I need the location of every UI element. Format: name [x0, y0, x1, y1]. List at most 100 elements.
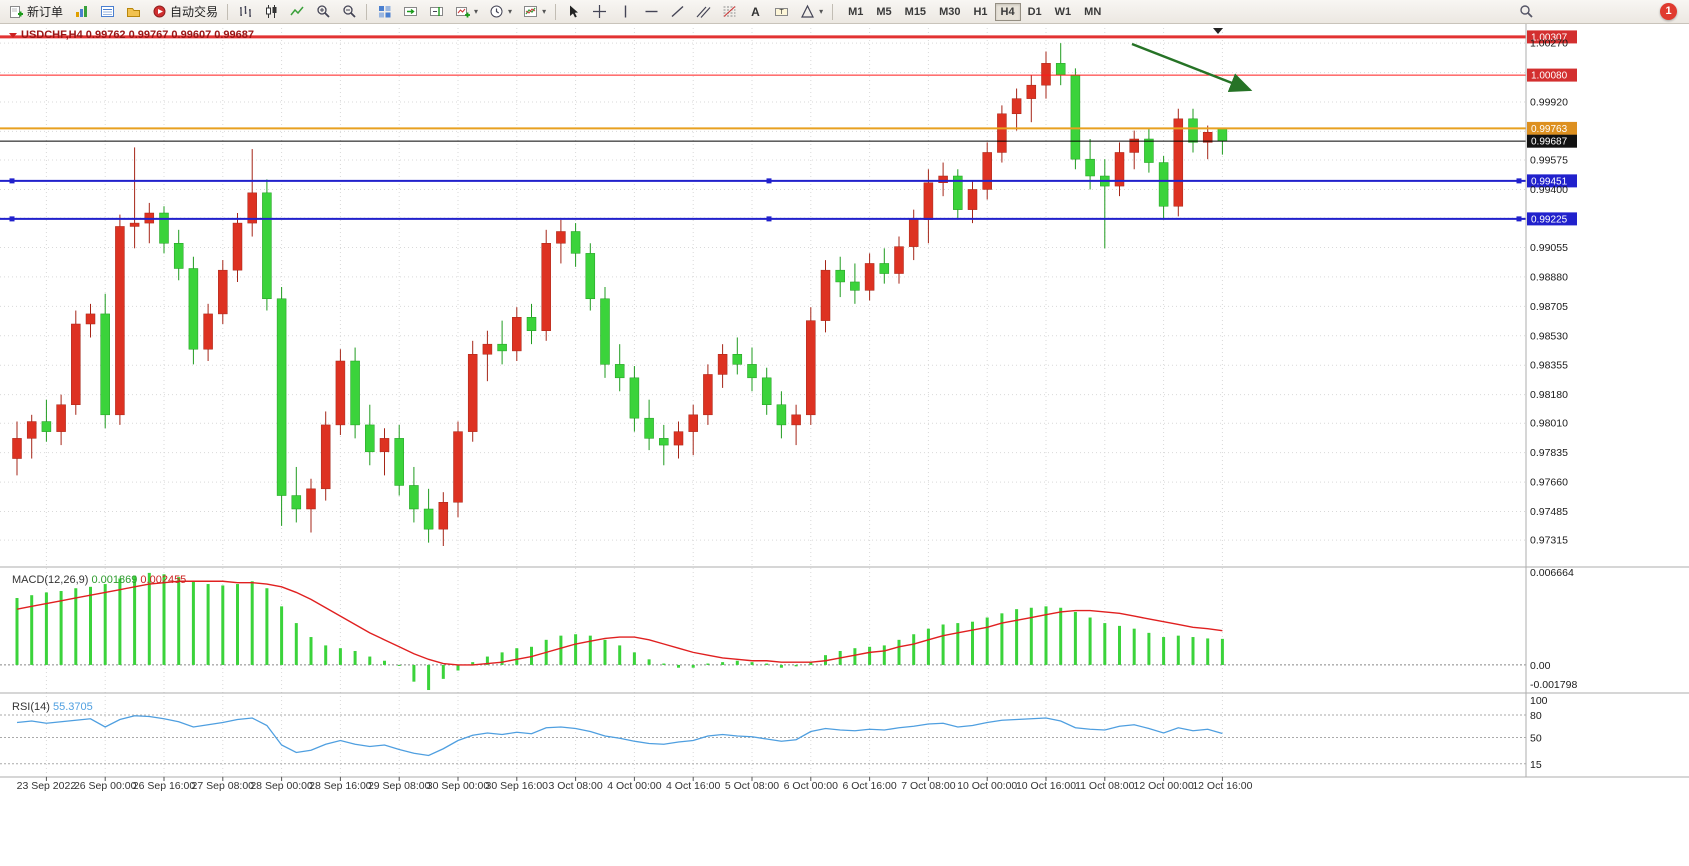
periods-button[interactable]: ▾: [484, 2, 516, 22]
svg-text:6 Oct 16:00: 6 Oct 16:00: [842, 780, 896, 792]
svg-text:30 Sep 00:00: 30 Sep 00:00: [427, 780, 490, 792]
toolbar-separator: [555, 3, 557, 20]
text-label-icon: T: [773, 4, 789, 20]
svg-text:12 Oct 16:00: 12 Oct 16:00: [1192, 780, 1252, 792]
price-badge-0.99763: 0.99763: [1527, 121, 1577, 135]
hline-0.99225[interactable]: [0, 216, 1526, 222]
new-chart-icon: [454, 4, 470, 20]
indicators-icon: [522, 4, 538, 20]
data-window-button[interactable]: [95, 2, 119, 22]
svg-text:7 Oct 08:00: 7 Oct 08:00: [901, 780, 955, 792]
data-window-icon: [99, 4, 115, 20]
chart-canvas[interactable]: 1.00307 1.00080 0.99763 0.99687 0.99451 0.992…: [0, 24, 1689, 861]
crosshair-tool-button[interactable]: [587, 2, 611, 22]
shapes-icon: [799, 4, 815, 20]
timeframe-m1-button[interactable]: M1: [842, 3, 869, 21]
macd-axis-label: -0.001798: [1530, 679, 1577, 691]
clock-icon: [488, 4, 504, 20]
crosshair-icon: [591, 4, 607, 20]
macd-label: MACD(12,26,9) 0.001869 0.002455: [12, 574, 186, 586]
text-label-tool-button[interactable]: T: [769, 2, 793, 22]
auto-trading-label: 自动交易: [170, 5, 219, 19]
new-order-icon: [8, 4, 24, 20]
timeframe-m5-button[interactable]: M5: [870, 3, 897, 21]
hline-0.99451[interactable]: [0, 178, 1526, 184]
svg-text:0.98355: 0.98355: [1530, 360, 1568, 372]
svg-text:0.97835: 0.97835: [1530, 447, 1568, 459]
text-icon: A: [747, 4, 763, 20]
trend-arrow[interactable]: [1131, 42, 1253, 93]
price-badge-0.99225: 0.99225: [1527, 212, 1577, 226]
svg-text:A: A: [751, 5, 760, 19]
svg-text:1.00307: 1.00307: [1531, 32, 1568, 43]
vertical-line-tool-button[interactable]: [613, 2, 637, 22]
price-axis: 1.00270 0.99920 0.99575 0.99400 0.99055 0.988…: [1530, 38, 1568, 547]
timeframe-m15-button[interactable]: M15: [899, 3, 932, 21]
zoom-in-button[interactable]: [311, 2, 335, 22]
rsi-axis-label: 15: [1530, 759, 1542, 771]
indicators-button[interactable]: ▾: [518, 2, 550, 22]
market-watch-button[interactable]: [69, 2, 93, 22]
chart-title: USDCHF,H4 0.99762 0.99767 0.99607 0.9968…: [21, 29, 254, 41]
zoom-out-button[interactable]: [337, 2, 361, 22]
svg-text:30 Sep 16:00: 30 Sep 16:00: [486, 780, 549, 792]
macd-axis-label: 0.00: [1530, 660, 1551, 672]
timeframe-m30-button[interactable]: M30: [933, 3, 966, 21]
timeframe-mn-button[interactable]: MN: [1078, 3, 1107, 21]
svg-text:28 Sep 00:00: 28 Sep 00:00: [250, 780, 313, 792]
navigator-button[interactable]: [121, 2, 145, 22]
market-watch-icon: [73, 4, 89, 20]
svg-text:0.98880: 0.98880: [1530, 271, 1568, 283]
line-chart-mode-button[interactable]: [285, 2, 309, 22]
svg-text:0.99920: 0.99920: [1530, 96, 1568, 108]
svg-text:0.98010: 0.98010: [1530, 418, 1568, 430]
rsi-axis-label: 80: [1530, 710, 1542, 722]
notification-badge[interactable]: 1: [1660, 3, 1677, 20]
chart-window[interactable]: 1.00307 1.00080 0.99763 0.99687 0.99451 0.992…: [0, 24, 1689, 861]
auto-scroll-button[interactable]: [398, 2, 422, 22]
trendline-tool-button[interactable]: [665, 2, 689, 22]
price-badge-1.00307: 1.00307: [1527, 30, 1577, 44]
svg-text:1.00080: 1.00080: [1531, 71, 1568, 82]
timeframe-h4-button[interactable]: H4: [994, 2, 1021, 21]
rsi-axis-label: 100: [1530, 695, 1548, 707]
horizontal-line-icon: [643, 4, 659, 20]
bar-chart-mode-button[interactable]: [233, 2, 257, 22]
vertical-line-icon: [617, 4, 633, 20]
tile-windows-button[interactable]: [372, 2, 396, 22]
chevron-down-icon: ▾: [819, 7, 824, 16]
cursor-tool-button[interactable]: [561, 2, 585, 22]
svg-text:29 Sep 08:00: 29 Sep 08:00: [368, 780, 431, 792]
macd-axis-label: 0.006664: [1530, 567, 1574, 579]
new-order-label: 新订单: [27, 5, 64, 19]
horizontal-line-tool-button[interactable]: [639, 2, 663, 22]
auto-trading-button[interactable]: 自动交易: [147, 2, 222, 22]
svg-text:0.99451: 0.99451: [1531, 176, 1568, 187]
toolbar-separator: [832, 3, 834, 20]
svg-text:0.98530: 0.98530: [1530, 330, 1568, 342]
channel-tool-button[interactable]: [691, 2, 715, 22]
svg-text:0.98180: 0.98180: [1530, 389, 1568, 401]
timeframe-d1-button[interactable]: D1: [1022, 3, 1048, 21]
toolbar-separator: [227, 3, 229, 20]
price-badge-0.99687: 0.99687: [1527, 134, 1577, 148]
new-chart-button[interactable]: ▾: [450, 2, 482, 22]
search-button[interactable]: [1514, 2, 1538, 22]
candlestick-mode-button[interactable]: [259, 2, 283, 22]
svg-text:26 Sep 00:00: 26 Sep 00:00: [74, 780, 137, 792]
text-tool-button[interactable]: A: [743, 2, 767, 22]
new-order-button[interactable]: 新订单: [4, 2, 67, 22]
svg-text:0.99225: 0.99225: [1531, 214, 1568, 225]
svg-text:0.97660: 0.97660: [1530, 477, 1568, 489]
auto-scroll-icon: [402, 4, 418, 20]
chart-shift-button[interactable]: [424, 2, 448, 22]
fibonacci-tool-button[interactable]: [717, 2, 741, 22]
svg-text:0.98705: 0.98705: [1530, 301, 1568, 313]
timeframe-h1-button[interactable]: H1: [967, 3, 993, 21]
shapes-tool-button[interactable]: ▾: [795, 2, 827, 22]
timeframe-w1-button[interactable]: W1: [1049, 3, 1078, 21]
zoom-out-icon: [341, 4, 357, 20]
bar-chart-icon: [237, 4, 253, 20]
zoom-in-icon: [315, 4, 331, 20]
svg-text:3 Oct 08:00: 3 Oct 08:00: [548, 780, 602, 792]
